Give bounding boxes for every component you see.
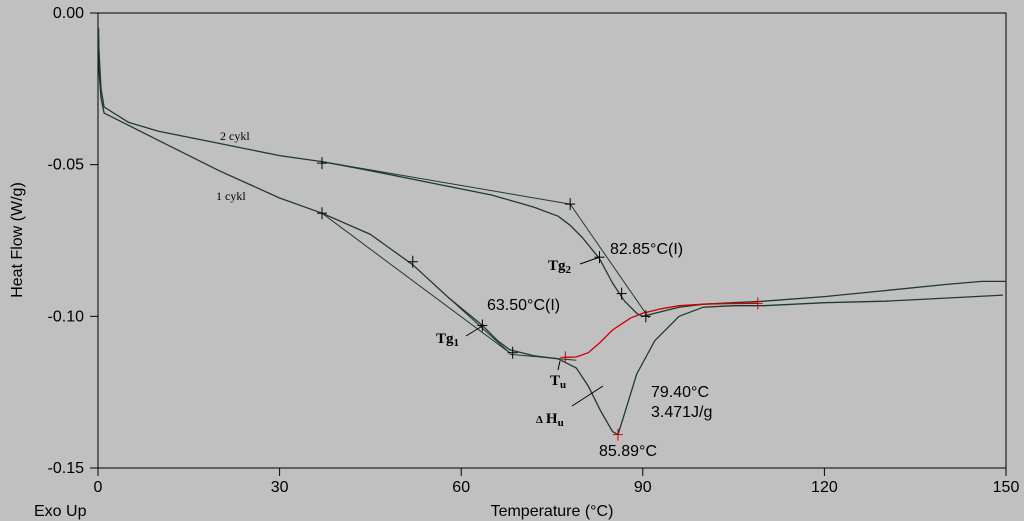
tg2-symbol: Tg [548, 258, 566, 274]
tg1-subscript: 1 [454, 337, 460, 349]
tu-leader [557, 360, 561, 371]
series-layer [97, 28, 1006, 441]
enthalpy-value: 3.471J/g [651, 404, 712, 421]
dh-label: Δ Hu [536, 411, 564, 429]
integration-baseline [564, 302, 758, 358]
x-tick-label: 60 [452, 479, 470, 496]
tg1-symbol: Tg [436, 331, 454, 347]
tg1-label: Tg1 [436, 331, 459, 349]
tu-symbol: T [550, 373, 560, 389]
plot-area [97, 12, 1007, 469]
dh-delta: Δ [536, 414, 543, 426]
peak-temp: 85.89°C [599, 443, 657, 460]
tangent-line [321, 212, 510, 354]
tg2-leader [579, 256, 601, 265]
tg2-value: 82.85°C(I) [610, 241, 683, 258]
tangent-line [569, 203, 650, 319]
y-axis-title: Heat Flow (W/g) [9, 182, 26, 298]
axis-ticks [90, 12, 1007, 476]
label-cycle-1: 1 cykl [216, 189, 246, 203]
tg1-value: 63.50°C(I) [487, 297, 560, 314]
x-tick-label: 120 [811, 479, 838, 496]
dh-leader [571, 385, 604, 407]
dh-symbol: H [546, 411, 558, 427]
x-tick-label: 150 [993, 479, 1020, 496]
y-tick-label: -0.10 [48, 308, 85, 325]
tg2-label: Tg2 [548, 258, 572, 276]
x-tick-label: 30 [271, 479, 289, 496]
y-tick-label: -0.15 [48, 460, 85, 477]
x-tick-label: 90 [634, 479, 652, 496]
dh-subscript: u [558, 417, 564, 429]
x-axis-title: Temperature (°C) [491, 503, 614, 520]
series-line-cycle-2 [97, 43, 1006, 317]
x-tick-label: 0 [94, 479, 103, 496]
annotations: 2 cykl 1 cykl 82.85°C(I) Tg2 63.50°C(I) … [216, 129, 712, 460]
exo-up-label: Exo Up [34, 503, 87, 520]
axis-tick-labels: 0 30 60 90 120 150 0.00 -0.05 -0.10 -0.15 [48, 5, 1020, 496]
tg2-subscript: 2 [566, 264, 572, 276]
tangent-line [321, 161, 571, 205]
series-line-cycle-1 [97, 28, 1004, 436]
onset-temp: 79.40°C [651, 384, 709, 401]
y-tick-label: -0.05 [48, 157, 85, 174]
tu-label: Tu [550, 373, 566, 391]
label-cycle-2: 2 cykl [220, 129, 250, 143]
y-tick-label: 0.00 [53, 5, 84, 22]
tu-subscript: u [560, 379, 566, 391]
tg1-leader [465, 324, 485, 337]
